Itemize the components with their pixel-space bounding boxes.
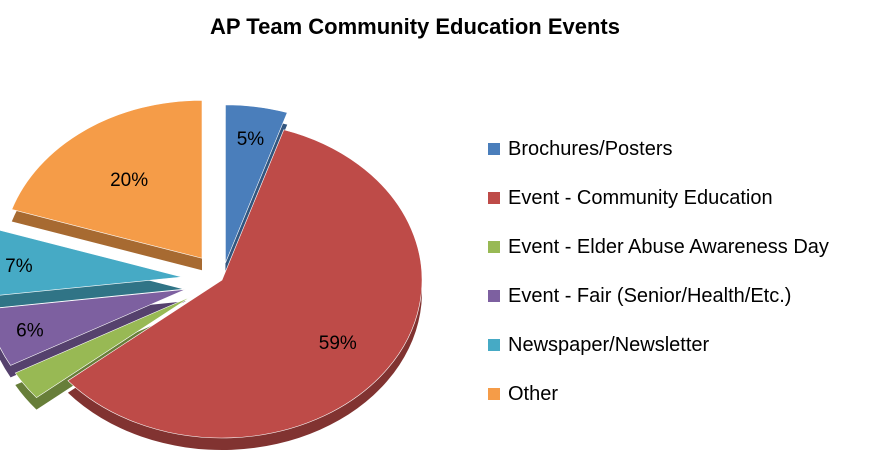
pie-labels-layer: 5%59%3%6%7%20% [5, 129, 357, 354]
slice-event-community-education [67, 129, 423, 439]
legend-item-event-elder-abuse-awareness-day: Event - Elder Abuse Awareness Day [488, 235, 829, 259]
legend-item-other: Other [488, 382, 829, 406]
legend-item-brochures-posters: Brochures/Posters [488, 137, 829, 161]
slice-brochures-posters [225, 104, 288, 263]
slice-other [11, 99, 203, 259]
slice-label-event-community-education: 59% [319, 333, 357, 354]
slice-label-event-fair-senior-health-etc: 6% [16, 320, 44, 341]
legend-swatch [488, 339, 500, 351]
legend-swatch [488, 388, 500, 400]
legend-label: Brochures/Posters [508, 137, 673, 160]
legend-label: Newspaper/Newsletter [508, 333, 710, 356]
slice-label-newspaper-newsletter: 7% [5, 256, 33, 277]
legend-swatch [488, 290, 500, 302]
legend-label: Event - Fair (Senior/Health/Etc.) [508, 284, 792, 307]
legend-swatch [488, 192, 500, 204]
slice-event-elder-abuse-awareness-day [14, 296, 191, 398]
slice-newspaper-newsletter [0, 229, 183, 296]
legend-item-event-community-education: Event - Community Education [488, 186, 829, 210]
legend-label: Event - Elder Abuse Awareness Day [508, 235, 829, 258]
legend-swatch [488, 143, 500, 155]
slice-event-fair-senior-health-etc [0, 288, 186, 366]
legend: Brochures/Posters Event - Community Educa… [488, 137, 829, 431]
chart-title: AP Team Community Education Events [210, 14, 620, 39]
legend-item-event-fair-senior-health-etc: Event - Fair (Senior/Health/Etc.) [488, 284, 829, 308]
slice-label-other: 20% [110, 170, 148, 191]
legend-label: Event - Community Education [508, 186, 773, 209]
pie-slices-layer [0, 99, 423, 439]
legend-label: Other [508, 382, 559, 405]
legend-item-newspaper-newsletter: Newspaper/Newsletter [488, 333, 829, 357]
legend-swatch [488, 241, 500, 253]
slice-label-brochures-posters: 5% [237, 129, 265, 150]
